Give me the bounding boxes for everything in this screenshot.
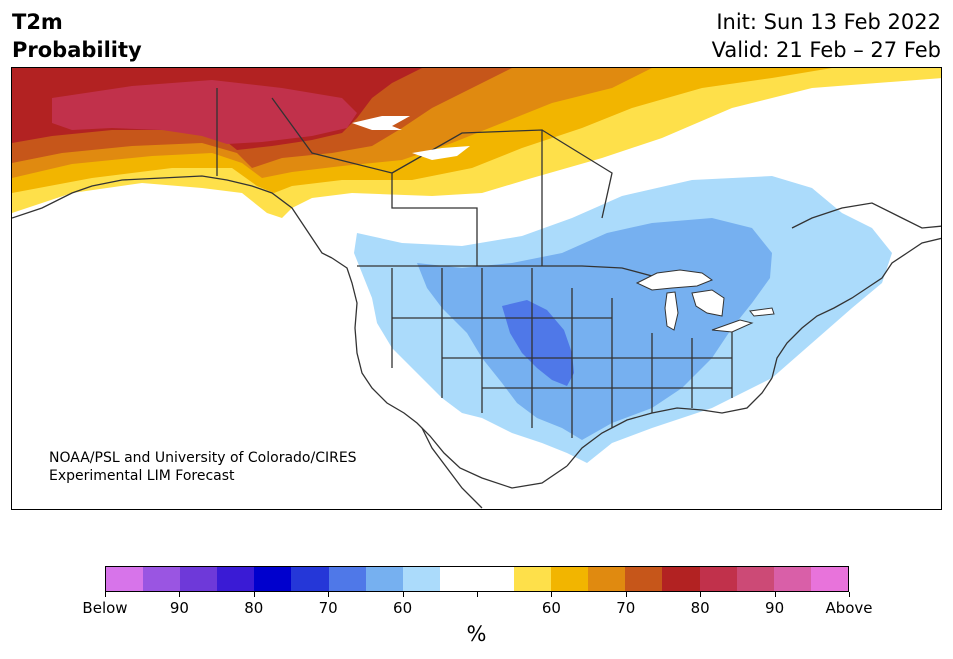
colorbar-tick-label: 90: [169, 599, 189, 617]
colorbar-swatch: [402, 567, 440, 591]
colorbar-tick-mark: [105, 592, 106, 597]
map-panel: [11, 67, 942, 510]
colorbar-swatch: [625, 567, 663, 591]
map-title: T2m Probability: [12, 8, 142, 64]
colorbar-swatch: [254, 567, 292, 591]
colorbar-tick-label: 80: [690, 599, 710, 617]
land-borders: [12, 88, 941, 509]
credit-line2: Experimental LIM Forecast: [49, 468, 235, 484]
colorbar-tick-label: 60: [541, 599, 561, 617]
colorbar-tick-label: 70: [318, 599, 338, 617]
colorbar-tick-mark: [625, 592, 627, 597]
colorbar-tick-mark: [402, 592, 404, 597]
lake-ontario: [749, 307, 775, 317]
valid-range: Valid: 21 Feb – 27 Feb: [711, 38, 941, 62]
credit-line1: NOAA/PSL and University of Colorado/CIRE…: [49, 450, 357, 466]
colorbar-swatch: [773, 567, 811, 591]
colorbar-tick-label: Below: [82, 599, 128, 617]
colorbar-swatch: [143, 567, 181, 591]
colorbar-swatch: [365, 567, 403, 591]
colorbar-tick-labels: Below 90 80 70 60 60 70 80 90 Above: [82, 599, 872, 619]
gulf-coast: [566, 377, 773, 467]
colorbar-tick-label: 90: [765, 599, 785, 617]
lake-erie: [711, 319, 754, 333]
colorbar-tick-mark: [179, 592, 181, 597]
atlantic-coast: [771, 237, 941, 379]
colorbar-tick-mark: [477, 592, 478, 597]
lake-superior: [635, 269, 714, 291]
colorbar-swatch: [699, 567, 737, 591]
colorbar-swatch: [810, 567, 848, 591]
colorbar-tick-mark: [551, 592, 553, 597]
colorbar-tick-mark: [328, 592, 330, 597]
us-state-lines: [391, 268, 733, 438]
northern-lakes: [352, 116, 470, 160]
colorbar-swatch: [551, 567, 589, 591]
colorbar-tick-mark: [774, 592, 776, 597]
forecast-dates: Init: Sun 13 Feb 2022 Valid: 21 Feb – 27…: [712, 8, 941, 64]
colorbar: [105, 566, 849, 592]
colorbar-swatch: [476, 567, 515, 591]
colorbar-swatch: [217, 567, 255, 591]
cold-70-region: [502, 300, 574, 386]
colorbar-swatch: [328, 567, 366, 591]
credit-text: NOAA/PSL and University of Colorado/CIRE…: [49, 449, 357, 485]
init-date: Init: Sun 13 Feb 2022: [716, 10, 941, 34]
colorbar-tick-label: Above: [825, 599, 873, 617]
warm-85-region: [52, 80, 357, 144]
mexico-coast: [421, 427, 483, 509]
lake-huron: [691, 289, 725, 317]
colorbar-swatch: [662, 567, 700, 591]
colorbar-swatch: [291, 567, 329, 591]
colorbar-tick-label: 70: [616, 599, 636, 617]
title-variable: T2m: [12, 10, 63, 34]
colorbar-tick-mark: [253, 592, 255, 597]
great-bear-lake: [352, 116, 410, 130]
colorbar-swatch: [736, 567, 774, 591]
lake-michigan: [664, 291, 679, 331]
pacific-coast: [331, 257, 568, 489]
great-lakes: [635, 269, 775, 333]
colorbar-unit: %: [466, 622, 487, 646]
probability-map: [12, 68, 941, 509]
colorbar-swatch: [106, 567, 144, 591]
great-slave-lake: [412, 146, 470, 160]
colorbar-tick-mark: [849, 592, 850, 597]
colorbar-tick-mark: [700, 592, 702, 597]
alaska-coast: [12, 175, 333, 259]
colorbar-swatch: [180, 567, 218, 591]
canada-east-coast: [791, 202, 941, 229]
colorbar-swatch: [514, 567, 552, 591]
title-type: Probability: [12, 38, 142, 62]
colorbar-swatch: [439, 567, 477, 591]
colorbar-swatch: [588, 567, 626, 591]
colorbar-tick-label: 60: [393, 599, 413, 617]
colorbar-tick-label: 80: [244, 599, 264, 617]
